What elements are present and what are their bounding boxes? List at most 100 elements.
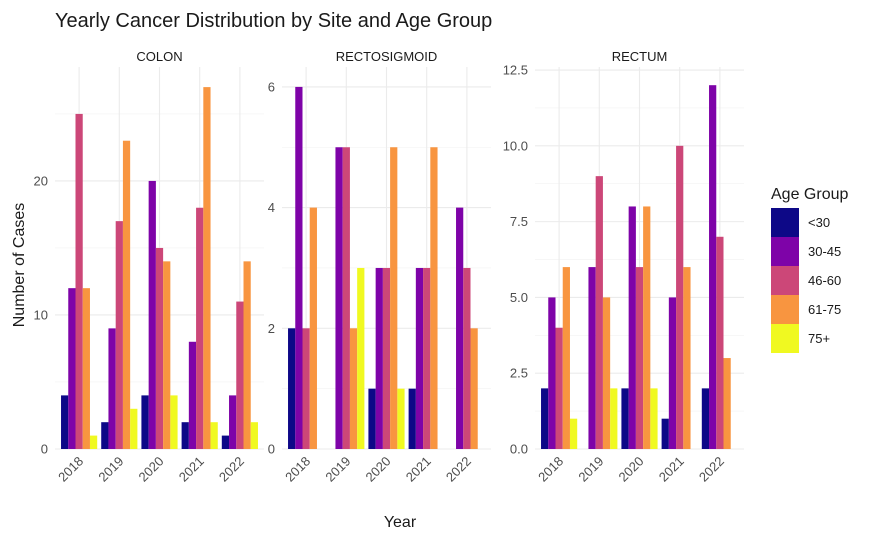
bar	[397, 388, 405, 449]
facet-title: COLON	[136, 49, 182, 64]
bar	[108, 328, 116, 449]
x-tick-label: 2022	[696, 454, 727, 485]
y-tick-label: 10.0	[503, 138, 528, 153]
bar	[170, 395, 178, 449]
legend-label: 75+	[808, 331, 830, 346]
bar	[101, 422, 109, 449]
bar	[621, 388, 629, 449]
bar	[75, 113, 83, 449]
bar	[569, 418, 578, 449]
bar	[650, 388, 658, 449]
bar	[130, 408, 138, 449]
bar	[635, 267, 644, 449]
legend-title: Age Group	[771, 186, 848, 203]
bar	[349, 328, 358, 449]
x-tick-label: 2020	[616, 454, 647, 485]
bar	[221, 435, 230, 449]
y-tick-label: 5.0	[510, 290, 528, 305]
y-tick-label: 0	[268, 442, 275, 457]
bar	[68, 288, 76, 449]
legend-swatch	[771, 208, 799, 237]
facet-title: RECTUM	[612, 49, 668, 64]
y-tick-label: 2	[268, 321, 275, 336]
bar	[115, 221, 123, 449]
bar	[163, 261, 171, 449]
facet-title: RECTOSIGMOID	[336, 49, 438, 64]
bar	[210, 422, 218, 449]
y-tick-label: 2.5	[510, 366, 528, 381]
bar	[141, 395, 149, 449]
bar	[309, 207, 317, 449]
bar	[562, 267, 570, 449]
y-tick-label: 4	[268, 200, 275, 215]
bar	[408, 388, 416, 449]
bar	[588, 267, 596, 449]
bar	[683, 267, 691, 449]
x-tick-label: 2018	[55, 454, 86, 485]
bar	[61, 395, 69, 449]
panel-colon: COLON 0 10 20 2018 2019 2020 2021 2022	[34, 49, 264, 485]
y-axis-title: Number of Cases	[11, 203, 28, 328]
x-tick-label: 2022	[216, 454, 247, 485]
bar	[122, 140, 131, 449]
legend-label: 30-45	[808, 244, 841, 259]
legend-label: <30	[808, 215, 830, 230]
bar	[716, 236, 724, 449]
panel-rectum: RECTUM 0.0 2.5 5.0 7.5 10.0 12.5 2018 2019 2020 20…	[503, 49, 744, 485]
bar	[250, 422, 258, 449]
legend-swatch	[771, 237, 799, 266]
bar	[470, 328, 478, 449]
bar	[302, 328, 310, 449]
x-tick-label: 2021	[176, 454, 207, 485]
bar	[415, 267, 424, 449]
bar	[430, 147, 438, 449]
legend-swatch	[771, 324, 799, 353]
bar	[610, 388, 618, 449]
bar	[456, 207, 464, 449]
legend-label: 46-60	[808, 273, 841, 288]
bar	[375, 267, 383, 449]
bar	[82, 288, 90, 449]
bar	[595, 176, 603, 449]
bar	[390, 147, 398, 449]
bar	[236, 301, 244, 449]
bar	[181, 422, 189, 449]
bar	[357, 267, 365, 449]
legend-swatch	[771, 266, 799, 295]
y-tick-label: 0.0	[510, 442, 528, 457]
bar	[661, 418, 669, 449]
x-tick-label: 2019	[575, 454, 606, 485]
bar	[541, 388, 549, 449]
x-tick-label: 2020	[136, 454, 167, 485]
y-tick-label: 7.5	[510, 214, 528, 229]
bar	[89, 435, 98, 449]
bar	[196, 207, 204, 449]
bar	[288, 328, 296, 449]
bar	[643, 206, 651, 449]
bar	[188, 341, 197, 449]
bar	[555, 327, 563, 449]
bar	[148, 180, 156, 450]
bar	[676, 145, 684, 450]
legend-label: 61-75	[808, 302, 841, 317]
bar	[463, 267, 471, 449]
bar	[668, 297, 677, 449]
bar	[723, 358, 731, 449]
x-tick-label: 2021	[403, 454, 434, 485]
bar	[548, 297, 556, 449]
legend: Age Group <30 30-45 46-60 61-75 75+	[771, 186, 848, 353]
x-tick-label: 2019	[322, 454, 353, 485]
legend-swatch	[771, 295, 799, 324]
bar	[628, 206, 636, 449]
x-tick-label: 2018	[282, 454, 313, 485]
bar	[602, 297, 611, 449]
x-axis-title: Year	[384, 514, 417, 531]
x-tick-label: 2022	[443, 454, 474, 485]
bar	[155, 247, 164, 449]
y-tick-label: 10	[34, 307, 48, 322]
bar	[423, 267, 431, 449]
bar	[701, 388, 710, 449]
